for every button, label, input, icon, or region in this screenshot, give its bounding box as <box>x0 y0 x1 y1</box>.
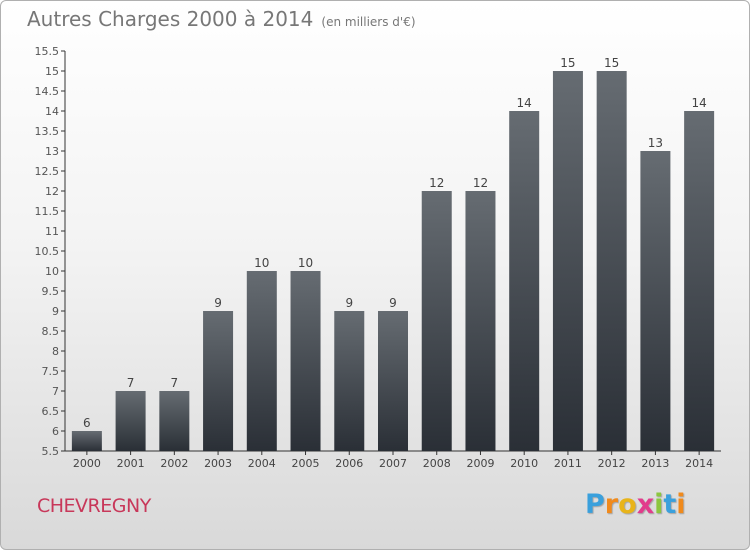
bar-value-label: 7 <box>171 376 179 390</box>
x-tick-label: 2000 <box>73 457 101 470</box>
y-tick-label: 15.5 <box>35 45 60 58</box>
proxiti-logo: Proxiti <box>585 489 686 520</box>
y-tick-label: 5.5 <box>42 445 60 458</box>
logo-letter: r <box>604 489 619 520</box>
bar-value-label: 14 <box>517 96 532 110</box>
y-tick-label: 10.5 <box>35 245 60 258</box>
bar <box>115 391 146 451</box>
bar <box>465 191 496 451</box>
title-text: Autres Charges 2000 à 2014 <box>27 7 314 31</box>
x-tick-label: 2010 <box>510 457 538 470</box>
town-name: CHEVREGNY <box>37 495 151 517</box>
logo-letter: x <box>636 489 655 520</box>
y-tick-label: 14 <box>45 105 59 118</box>
bar <box>71 431 102 451</box>
y-tick-label: 10 <box>45 265 59 278</box>
chart-title: Autres Charges 2000 à 2014 (en milliers d… <box>27 7 416 31</box>
y-tick-label: 13.5 <box>35 125 60 138</box>
bar-value-label: 15 <box>560 56 575 70</box>
bar <box>159 391 190 451</box>
y-tick-label: 11.5 <box>35 205 60 218</box>
bar-value-label: 14 <box>691 96 706 110</box>
x-tick-label: 2001 <box>117 457 145 470</box>
bar-value-label: 12 <box>429 176 444 190</box>
bar <box>246 271 277 451</box>
bar-value-label: 10 <box>254 256 269 270</box>
axes: 5.5 6 6.5 7 7.5 8 8.5 9 9.5 10 10.5 11 11.5 12 12.5 13 1… <box>35 45 721 470</box>
x-tick-label: 2007 <box>379 457 407 470</box>
x-tick-label: 2005 <box>292 457 320 470</box>
y-tick-label: 11 <box>45 225 59 238</box>
bar <box>596 71 627 451</box>
bar <box>684 111 715 451</box>
x-tick-label: 2011 <box>554 457 582 470</box>
y-tick-label: 14.5 <box>35 85 60 98</box>
y-tick-label: 12 <box>45 185 59 198</box>
bar <box>552 71 583 451</box>
logo-letter: i <box>654 489 664 520</box>
bar-value-label: 13 <box>648 136 663 150</box>
logo-letter: i <box>676 489 686 520</box>
logo-letter: o <box>618 489 637 520</box>
x-tick-label: 2006 <box>335 457 363 470</box>
x-tick-label: 2004 <box>248 457 276 470</box>
y-tick-label: 7 <box>52 385 59 398</box>
y-tick-label: 6 <box>52 425 59 438</box>
y-tick-label: 12.5 <box>35 165 60 178</box>
bar-value-label: 6 <box>83 416 91 430</box>
y-tick-label: 9 <box>52 305 59 318</box>
y-tick-label: 15 <box>45 65 59 78</box>
y-tick-label: 6.5 <box>42 405 60 418</box>
bar-value-label: 10 <box>298 256 313 270</box>
x-tick-label: 2013 <box>641 457 669 470</box>
logo-letter: t <box>663 489 677 520</box>
bar-value-label: 9 <box>214 296 222 310</box>
bar-value-label: 9 <box>345 296 353 310</box>
y-tick-label: 7.5 <box>42 365 60 378</box>
x-tick-label: 2003 <box>204 457 232 470</box>
logo-letter: P <box>585 489 605 520</box>
bar <box>421 191 452 451</box>
bar <box>509 111 540 451</box>
y-tick-label: 9.5 <box>42 285 60 298</box>
x-tick-label: 2012 <box>598 457 626 470</box>
bar-value-label: 7 <box>127 376 135 390</box>
y-tick-label: 13 <box>45 145 59 158</box>
x-tick-label: 2008 <box>423 457 451 470</box>
chart-subtitle: (en milliers d'€) <box>321 15 416 29</box>
y-tick-label: 8.5 <box>42 325 60 338</box>
bar <box>640 151 671 451</box>
bar <box>378 311 408 451</box>
x-tick-label: 2009 <box>466 457 494 470</box>
bar-value-label: 15 <box>604 56 619 70</box>
bar-value-label: 12 <box>473 176 488 190</box>
bar-value-label: 9 <box>389 296 397 310</box>
bar <box>203 311 234 451</box>
bars: 6 7 7 9 10 10 9 9 12 12 14 15 15 13 14 <box>71 56 715 451</box>
y-tick-label: 8 <box>52 345 59 358</box>
bar <box>334 311 365 451</box>
x-tick-label: 2002 <box>160 457 188 470</box>
x-tick-label: 2014 <box>685 457 713 470</box>
bar <box>290 271 321 451</box>
